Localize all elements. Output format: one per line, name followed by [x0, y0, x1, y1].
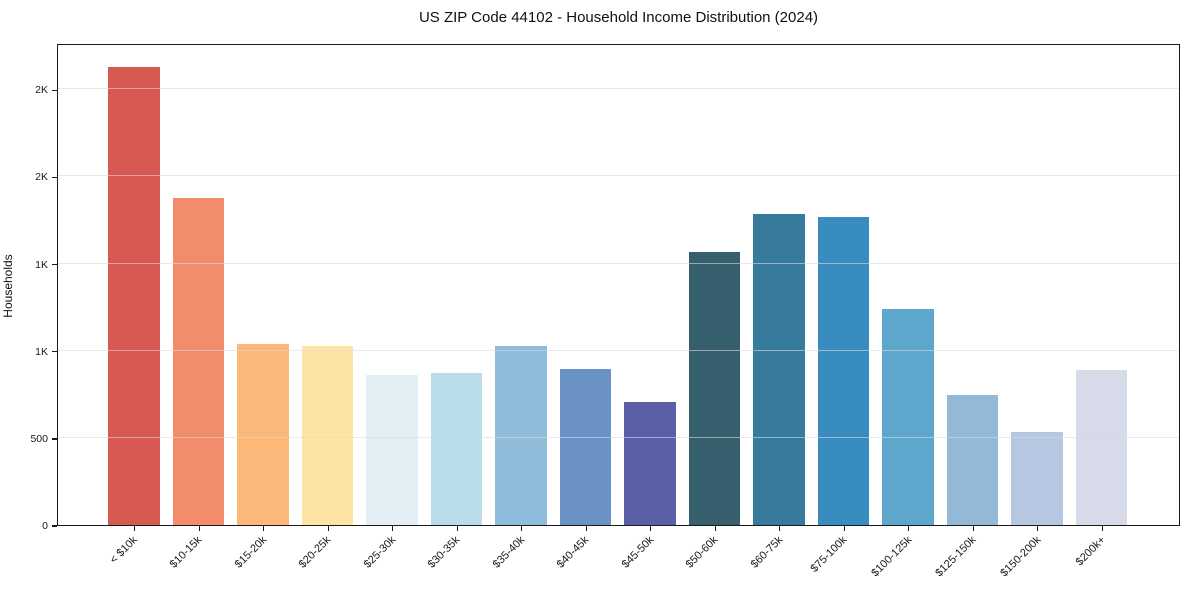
x-tick: [327, 526, 329, 531]
y-tick: [52, 438, 57, 440]
x-tick: [456, 526, 458, 531]
bar--150-200k: [1011, 431, 1063, 525]
bar--15-20k: [237, 343, 289, 525]
x-tick: [908, 526, 910, 531]
grid-line: [58, 175, 1179, 177]
bar--20-25k: [301, 346, 354, 525]
x-tick: [650, 526, 652, 531]
y-axis-label: Households: [1, 254, 15, 318]
chart-title: US ZIP Code 44102 - Household Income Dis…: [418, 9, 819, 26]
y-tick-label: 2K: [35, 84, 48, 97]
y-tick-label: 1K: [35, 258, 48, 271]
x-tick: [779, 526, 781, 531]
bar--75-100k: [817, 216, 870, 525]
grid-line: [58, 436, 1179, 438]
bar--40-45k: [559, 369, 612, 525]
x-tick: [134, 526, 136, 531]
y-tick-label: 2K: [35, 171, 48, 184]
bar--125-150k: [946, 395, 999, 525]
bar--10k: [108, 66, 160, 525]
bar--100-125k: [882, 308, 934, 525]
bar--30-35k: [430, 372, 483, 525]
bar--50-60k: [688, 252, 741, 525]
x-tick: [198, 526, 200, 531]
grid-line: [58, 262, 1179, 264]
x-tick: [521, 526, 523, 531]
bar--25-30k: [366, 375, 418, 525]
y-tick: [52, 525, 57, 527]
x-tick: [1101, 526, 1103, 531]
x-tick: [263, 526, 265, 531]
bar--35-40k: [495, 346, 547, 525]
grid-line: [58, 349, 1179, 351]
grid-line: [58, 88, 1179, 90]
x-tick: [392, 526, 394, 531]
y-tick: [52, 351, 57, 353]
x-tick: [972, 526, 974, 531]
bar--45-50k: [624, 402, 676, 525]
y-tick-label: 1K: [35, 345, 48, 358]
bar--60-75k: [753, 213, 805, 525]
bar--10-15k: [172, 198, 225, 525]
x-tick: [714, 526, 716, 531]
y-tick: [52, 89, 57, 92]
y-tick: [52, 176, 57, 179]
y-tick: [52, 263, 57, 266]
x-tick: [1037, 526, 1039, 531]
y-tick-label: 500: [30, 432, 48, 445]
plot-area: [57, 44, 1180, 526]
x-tick: [843, 526, 845, 531]
y-tick-label: 0: [42, 520, 48, 532]
bar--200k+: [1075, 369, 1128, 525]
x-tick: [585, 526, 587, 531]
